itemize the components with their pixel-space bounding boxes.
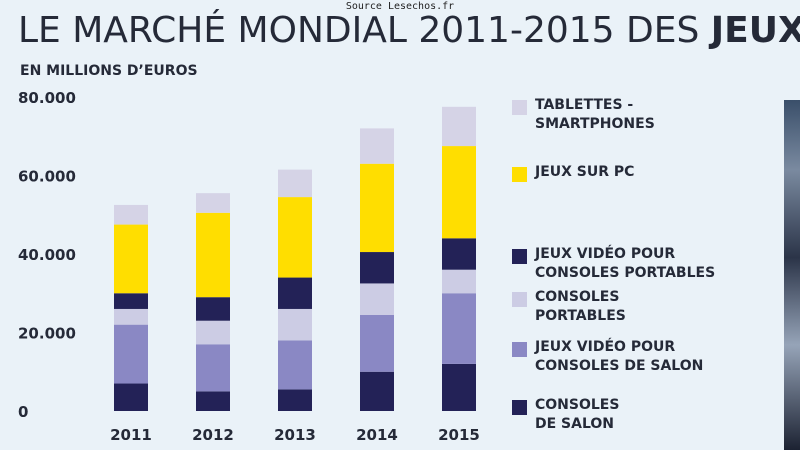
- bar-segment: [114, 383, 148, 411]
- legend-swatch: [512, 167, 527, 182]
- bar-segment: [360, 371, 394, 411]
- bar-segment: [278, 308, 312, 341]
- bar-segment: [114, 293, 148, 309]
- legend-label-line1: JEUX VIDÉO POUR: [535, 246, 676, 262]
- bar-segment: [196, 193, 230, 213]
- bar-segment: [114, 224, 148, 294]
- legend-label-line2: DE SALON: [535, 416, 615, 432]
- bar-segment: [442, 238, 476, 270]
- bar-segment: [114, 204, 148, 225]
- source-note: Source Lesechos.fr: [345, 1, 455, 12]
- bar-segment: [442, 363, 476, 411]
- bar-segment: [278, 169, 312, 198]
- x-tick-label: 2015: [438, 426, 480, 444]
- x-tick-label: 2013: [274, 426, 316, 444]
- legend-label: CONSOLES DE SALON: [535, 396, 755, 434]
- bar-segment: [442, 293, 476, 364]
- y-tick-label: 40.000: [18, 246, 76, 264]
- bar-segment: [196, 344, 230, 392]
- legend-label-line1: CONSOLES: [535, 289, 620, 305]
- chart-title: LE MARCHÉ MONDIAL 2011-2015 DES JEUX: [18, 10, 800, 51]
- legend-label: TABLETTES - SMARTPHONES: [535, 96, 755, 134]
- bar-segment: [360, 163, 394, 253]
- chart-title-regular: LE MARCHÉ MONDIAL 2011-2015 DES: [18, 10, 711, 51]
- bar-segment: [196, 391, 230, 411]
- bar-segment: [360, 314, 394, 372]
- chart-title-bold: JEUX: [710, 10, 800, 51]
- legend-swatch: [512, 342, 527, 357]
- legend-swatch: [512, 249, 527, 264]
- legend-label: CONSOLES PORTABLES: [535, 288, 755, 326]
- bar-segment: [196, 212, 230, 298]
- x-tick-label: 2014: [356, 426, 398, 444]
- chart-subtitle: EN MILLIONS D’EUROS: [20, 63, 198, 79]
- legend-label: JEUX SUR PC: [535, 163, 755, 182]
- x-tick-label: 2012: [192, 426, 234, 444]
- legend-label-line1: TABLETTES -: [535, 97, 634, 113]
- bar-segment: [278, 340, 312, 390]
- bar-segment: [360, 252, 394, 284]
- y-tick-label: 60.000: [18, 168, 76, 186]
- legend-label-line2: SMARTPHONES: [535, 116, 655, 132]
- legend-swatch: [512, 400, 527, 415]
- bar-segment: [360, 283, 394, 315]
- y-tick-label: 0: [18, 403, 28, 421]
- bar-segment: [360, 128, 394, 164]
- bar-segment: [442, 269, 476, 294]
- legend-swatch: [512, 100, 527, 115]
- legend-label-line1: JEUX VIDÉO POUR: [535, 339, 676, 355]
- legend-label: JEUX VIDÉO POUR CONSOLES DE SALON: [535, 338, 755, 376]
- bar-segment: [442, 106, 476, 147]
- bar-segment: [442, 146, 476, 239]
- bar-segment: [196, 297, 230, 321]
- bar-segment: [278, 277, 312, 309]
- legend-label-line2: CONSOLES PORTABLES: [535, 265, 716, 281]
- x-tick-label: 2011: [110, 426, 152, 444]
- legend-label-line2: CONSOLES DE SALON: [535, 358, 704, 374]
- bar-segment: [114, 308, 148, 325]
- legend-swatch: [512, 292, 527, 307]
- legend-label: JEUX VIDÉO POUR CONSOLES PORTABLES: [535, 245, 755, 283]
- y-tick-label: 20.000: [18, 325, 76, 343]
- y-tick-label: 80.000: [18, 89, 76, 107]
- bar-segment: [196, 320, 230, 345]
- legend-label-line1: CONSOLES: [535, 397, 620, 413]
- legend-label-line1: JEUX SUR PC: [535, 164, 635, 180]
- legend-label-line2: PORTABLES: [535, 308, 626, 324]
- bar-segment: [278, 197, 312, 278]
- decorative-image-edge: [784, 100, 800, 450]
- bar-segment: [278, 389, 312, 411]
- bar-segment: [114, 324, 148, 384]
